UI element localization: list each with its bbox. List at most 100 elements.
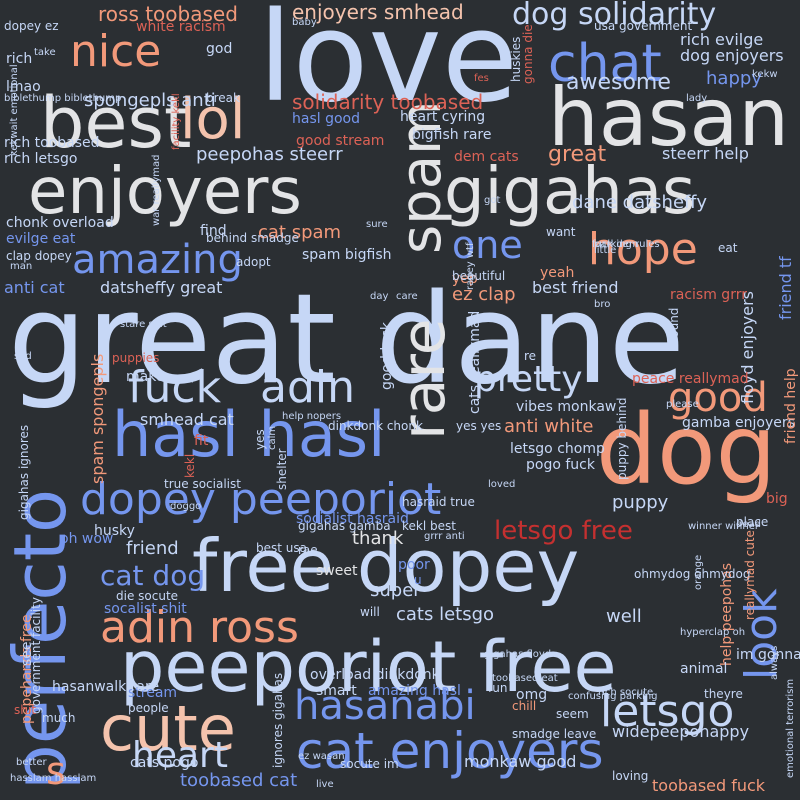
- cloud-word: day: [370, 291, 389, 302]
- cloud-word: hasan: [548, 71, 790, 164]
- cloud-word: hyperclap oh: [680, 627, 746, 638]
- cloud-word: eat: [718, 241, 738, 255]
- cloud-word: peepohas steerr: [196, 144, 343, 165]
- cloud-word: shelter: [275, 448, 289, 490]
- cloud-word: cats reallymad: [467, 310, 483, 414]
- cloud-word: heart: [132, 735, 228, 776]
- cloud-word: awesome: [566, 70, 671, 95]
- cloud-word: rich evilge: [680, 30, 764, 49]
- cloud-word: well: [606, 606, 642, 627]
- cloud-word: hasanwalk rare: [52, 679, 160, 695]
- cloud-word: dopey ez: [4, 19, 59, 33]
- cloud-word: baby: [292, 17, 317, 28]
- cloud-word: happy: [706, 68, 762, 89]
- cloud-word: rich toobased: [4, 135, 100, 151]
- cloud-word: evilge eat: [6, 231, 76, 247]
- cloud-word: dog: [596, 394, 777, 506]
- cloud-word: kekwait emotional: [9, 64, 20, 156]
- cloud-word: adin: [260, 362, 356, 413]
- cloud-word: solidarity toobased: [292, 90, 484, 114]
- cloud-word: toobased fuck: [652, 776, 766, 795]
- cloud-word: hasslam hasslam: [10, 773, 97, 784]
- cloud-word: spam spongepls: [88, 353, 107, 484]
- cloud-word: got: [484, 195, 501, 206]
- cloud-word: sure: [366, 219, 388, 230]
- cloud-word: much: [42, 711, 76, 725]
- cloud-word: overload dinkdonk: [310, 667, 440, 683]
- cloud-word: emotional terrorism: [785, 678, 796, 778]
- cloud-word: gigahas ignores: [17, 424, 31, 520]
- cloud-word: fuck dem: [592, 239, 639, 250]
- cloud-word: take: [34, 47, 56, 58]
- cloud-word: letsgo free: [494, 516, 633, 546]
- cloud-word: ross toobased: [98, 2, 238, 26]
- cloud-word: loving: [612, 769, 649, 783]
- cloud-word: puppies: [112, 351, 160, 365]
- cloud-word: thank: [352, 528, 404, 549]
- cloud-word: chill: [512, 699, 537, 713]
- cloud-word: orange: [693, 554, 704, 590]
- cloud-word: hasanabi: [294, 683, 476, 729]
- cloud-word: theyre: [704, 687, 743, 701]
- cloud-word: dog solidarity: [512, 0, 717, 32]
- cloud-word: ragey wtf: [465, 242, 476, 290]
- cloud-word: yep: [452, 271, 478, 287]
- cloud-word: man: [10, 261, 33, 272]
- cloud-word: re: [524, 349, 537, 363]
- cloud-word: smart: [316, 683, 357, 699]
- cloud-word: great: [548, 142, 607, 167]
- cloud-word: cat dog: [100, 559, 206, 592]
- cloud-word: nice: [70, 26, 162, 77]
- cloud-word: friend tf: [776, 256, 795, 320]
- cloud-word: racism grrr: [670, 287, 747, 303]
- cloud-word: vibes monkaw: [516, 399, 617, 415]
- cloud-word: ez wasan: [298, 751, 345, 762]
- cloud-word: peace reallymad: [632, 371, 749, 387]
- cloud-word: smadge leave: [512, 727, 597, 741]
- cloud-word: care: [396, 291, 418, 302]
- cloud-word: monkaw good: [464, 752, 577, 771]
- cloud-word: behind smadge: [206, 231, 299, 245]
- cloud-word: huskies: [509, 36, 523, 82]
- cloud-word: bro: [594, 299, 611, 310]
- cloud-word: amazing hasl: [368, 683, 461, 699]
- cloud-word: widepeepohappy: [612, 722, 750, 741]
- cloud-word: want: [546, 225, 576, 239]
- cloud-word: dinkdonk chonk: [328, 419, 423, 433]
- cloud-word: please: [666, 399, 699, 410]
- cloud-word: winner winner: [688, 521, 759, 532]
- cloud-word: ohmydog ohmydog: [634, 567, 751, 581]
- cloud-word: im gonna: [736, 647, 800, 663]
- cloud-word: fit: [194, 433, 209, 449]
- cloud-word: kekw: [752, 69, 778, 80]
- cloud-word: spongepls anti: [84, 90, 216, 111]
- cloud-word: yeah: [540, 265, 575, 281]
- cloud-word: dopey peeporiot: [80, 474, 442, 525]
- cloud-word: true socialist: [164, 477, 241, 491]
- cloud-word: anti cat: [4, 278, 65, 297]
- cloud-word: fuck: [128, 362, 222, 413]
- cloud-word: place: [736, 515, 769, 529]
- cloud-word: gonna die: [521, 24, 535, 84]
- cloud-word: adin ross: [100, 602, 299, 653]
- cloud-word: sad: [14, 351, 32, 362]
- cloud-word: floyd enjoyers: [738, 290, 757, 404]
- cloud-word: yes yes: [456, 419, 502, 433]
- cloud-word: die socute: [116, 589, 179, 603]
- cloud-word: usa government: [594, 19, 693, 33]
- cloud-word: dane datsheffy: [572, 192, 708, 213]
- cloud-word: shit: [14, 703, 36, 717]
- cloud-word: omg: [516, 687, 548, 703]
- cloud-word: dem cats: [454, 149, 519, 165]
- cloud-word: hasl good: [292, 111, 360, 127]
- cloud-word: anti white: [504, 416, 594, 437]
- cloud-word: hope: [588, 224, 698, 275]
- cloud-word: toobased eat: [492, 673, 558, 684]
- cloud-word: always: [769, 645, 780, 680]
- cloud-word: cute: [100, 692, 236, 765]
- cloud-word: heart cyring: [400, 109, 486, 125]
- cloud-word: socialist hasraid: [296, 511, 409, 527]
- cloud-word: see: [19, 641, 35, 666]
- cloud-word: hasl hasl: [112, 398, 386, 471]
- cloud-word: letsgo chomp: [510, 441, 605, 457]
